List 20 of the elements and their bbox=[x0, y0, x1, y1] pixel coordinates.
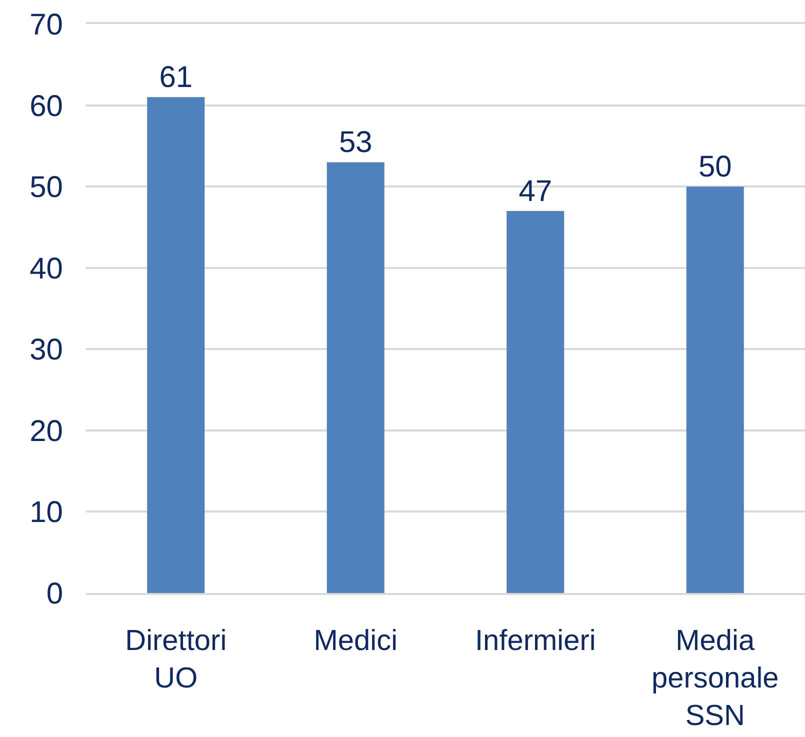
bar bbox=[686, 186, 744, 593]
y-tick-label: 40 bbox=[30, 252, 63, 286]
y-tick-label: 60 bbox=[30, 90, 63, 123]
bar bbox=[326, 162, 384, 593]
bar bbox=[147, 97, 205, 593]
y-tick-label: 0 bbox=[46, 578, 63, 610]
x-tick-label: Direttori UO bbox=[125, 624, 227, 694]
y-tick-label: 30 bbox=[30, 334, 63, 367]
x-tick-label: Media personale SSN bbox=[651, 624, 779, 732]
data-label: 61 bbox=[159, 61, 193, 94]
y-tick-label: 10 bbox=[30, 496, 63, 530]
y-tick-label: 70 bbox=[30, 8, 63, 42]
x-tick-label: Infermieri bbox=[474, 624, 596, 657]
y-tick-label: 20 bbox=[30, 414, 63, 448]
data-label: 47 bbox=[518, 174, 552, 208]
x-tick-label: Medici bbox=[314, 624, 398, 657]
data-label: 50 bbox=[698, 150, 732, 184]
y-tick-label: 50 bbox=[30, 171, 63, 204]
bar bbox=[506, 210, 564, 593]
data-label: 53 bbox=[338, 126, 372, 160]
